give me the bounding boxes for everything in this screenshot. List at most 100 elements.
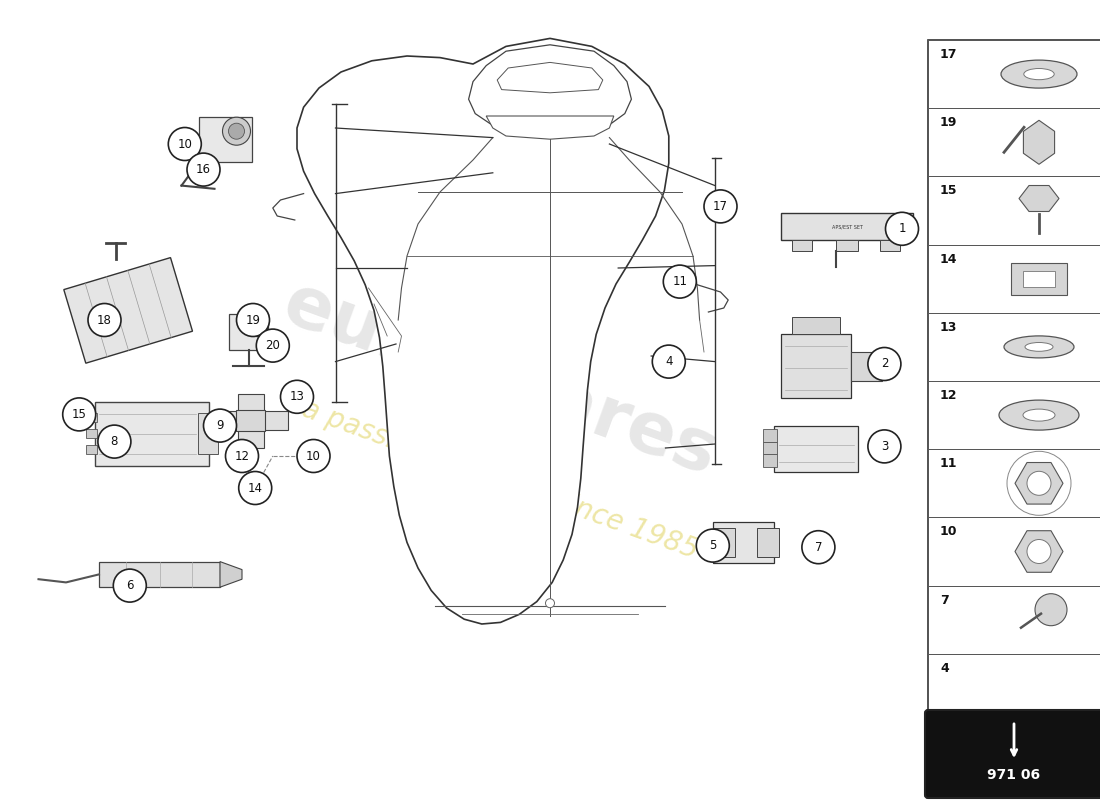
Text: 14: 14 bbox=[940, 253, 957, 266]
Text: 13: 13 bbox=[289, 390, 305, 403]
Circle shape bbox=[236, 303, 270, 337]
FancyBboxPatch shape bbox=[928, 381, 1100, 450]
Polygon shape bbox=[486, 116, 614, 139]
FancyBboxPatch shape bbox=[238, 411, 264, 448]
FancyBboxPatch shape bbox=[880, 240, 900, 251]
Circle shape bbox=[204, 409, 236, 442]
Circle shape bbox=[802, 530, 835, 564]
Polygon shape bbox=[1015, 530, 1063, 572]
Circle shape bbox=[280, 380, 314, 414]
FancyBboxPatch shape bbox=[95, 402, 209, 466]
Text: 2: 2 bbox=[881, 358, 888, 370]
Circle shape bbox=[652, 345, 685, 378]
Circle shape bbox=[886, 212, 918, 246]
Text: eurospares: eurospares bbox=[274, 270, 726, 490]
Circle shape bbox=[1035, 594, 1067, 626]
Circle shape bbox=[297, 439, 330, 473]
Circle shape bbox=[88, 303, 121, 337]
FancyBboxPatch shape bbox=[928, 40, 1100, 108]
FancyBboxPatch shape bbox=[86, 429, 97, 438]
FancyBboxPatch shape bbox=[792, 317, 840, 334]
FancyBboxPatch shape bbox=[792, 240, 812, 251]
Text: 12: 12 bbox=[940, 389, 957, 402]
Text: 9: 9 bbox=[217, 419, 223, 432]
FancyBboxPatch shape bbox=[851, 352, 882, 381]
Text: 10: 10 bbox=[940, 526, 957, 538]
Text: 11: 11 bbox=[672, 275, 688, 288]
Circle shape bbox=[868, 347, 901, 381]
FancyBboxPatch shape bbox=[928, 518, 1100, 586]
FancyBboxPatch shape bbox=[774, 426, 858, 472]
Circle shape bbox=[229, 123, 244, 139]
Circle shape bbox=[1027, 471, 1050, 495]
Polygon shape bbox=[469, 45, 631, 128]
FancyBboxPatch shape bbox=[925, 710, 1100, 798]
FancyBboxPatch shape bbox=[781, 213, 913, 240]
FancyBboxPatch shape bbox=[198, 413, 218, 454]
Circle shape bbox=[704, 190, 737, 223]
Text: 971 06: 971 06 bbox=[988, 768, 1041, 782]
Ellipse shape bbox=[1024, 69, 1054, 80]
FancyBboxPatch shape bbox=[199, 117, 252, 162]
Circle shape bbox=[187, 153, 220, 186]
Text: 19: 19 bbox=[940, 116, 957, 130]
Text: 19: 19 bbox=[245, 314, 261, 326]
Circle shape bbox=[868, 430, 901, 463]
Circle shape bbox=[168, 127, 201, 161]
Text: 11: 11 bbox=[940, 458, 957, 470]
FancyBboxPatch shape bbox=[238, 411, 288, 430]
Circle shape bbox=[256, 329, 289, 362]
Circle shape bbox=[98, 425, 131, 458]
FancyBboxPatch shape bbox=[928, 586, 1100, 654]
Polygon shape bbox=[297, 38, 669, 624]
Text: 7: 7 bbox=[940, 594, 948, 606]
FancyBboxPatch shape bbox=[238, 394, 264, 430]
Ellipse shape bbox=[1001, 60, 1077, 88]
FancyBboxPatch shape bbox=[763, 429, 777, 442]
FancyBboxPatch shape bbox=[763, 454, 777, 467]
FancyBboxPatch shape bbox=[713, 522, 774, 563]
FancyBboxPatch shape bbox=[86, 445, 97, 454]
Text: 4: 4 bbox=[940, 662, 948, 675]
Circle shape bbox=[239, 471, 272, 505]
Text: APS/EST SET: APS/EST SET bbox=[832, 225, 862, 230]
Ellipse shape bbox=[1023, 409, 1055, 421]
Text: 14: 14 bbox=[248, 482, 263, 494]
FancyBboxPatch shape bbox=[757, 528, 779, 557]
Text: 13: 13 bbox=[940, 321, 957, 334]
Circle shape bbox=[546, 598, 554, 608]
Text: 17: 17 bbox=[713, 200, 728, 213]
FancyBboxPatch shape bbox=[928, 40, 1100, 722]
FancyBboxPatch shape bbox=[99, 562, 220, 587]
Polygon shape bbox=[220, 562, 242, 587]
Polygon shape bbox=[1023, 120, 1055, 164]
FancyBboxPatch shape bbox=[229, 314, 268, 350]
Polygon shape bbox=[64, 258, 192, 363]
Circle shape bbox=[696, 529, 729, 562]
Ellipse shape bbox=[1004, 336, 1074, 358]
Text: 1: 1 bbox=[899, 222, 905, 235]
Text: 3: 3 bbox=[881, 440, 888, 453]
FancyBboxPatch shape bbox=[763, 442, 777, 454]
Text: 15: 15 bbox=[940, 184, 957, 198]
FancyBboxPatch shape bbox=[713, 528, 735, 557]
FancyBboxPatch shape bbox=[928, 176, 1100, 245]
Text: 6: 6 bbox=[126, 579, 133, 592]
Circle shape bbox=[246, 314, 268, 337]
FancyBboxPatch shape bbox=[1023, 270, 1055, 286]
FancyBboxPatch shape bbox=[928, 450, 1100, 518]
Text: 17: 17 bbox=[940, 48, 957, 61]
FancyBboxPatch shape bbox=[928, 245, 1100, 313]
Circle shape bbox=[663, 265, 696, 298]
Polygon shape bbox=[497, 62, 603, 93]
Circle shape bbox=[226, 439, 258, 473]
Text: 10: 10 bbox=[177, 138, 192, 150]
Text: 20: 20 bbox=[265, 339, 280, 352]
Text: 15: 15 bbox=[72, 408, 87, 421]
Text: 10: 10 bbox=[306, 450, 321, 462]
Text: a passion for parts since 1985: a passion for parts since 1985 bbox=[298, 395, 702, 565]
FancyBboxPatch shape bbox=[213, 411, 264, 430]
Text: 12: 12 bbox=[234, 450, 250, 462]
Text: 7: 7 bbox=[815, 541, 822, 554]
Polygon shape bbox=[1019, 186, 1059, 211]
